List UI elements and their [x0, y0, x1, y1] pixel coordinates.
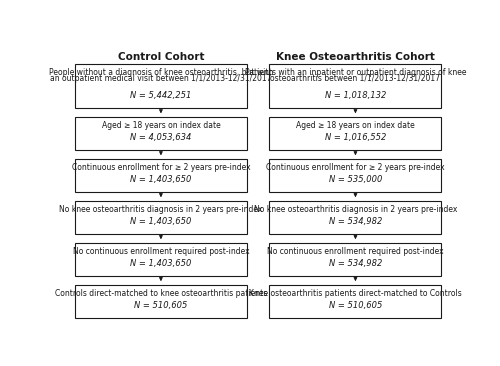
- Bar: [75, 243, 247, 276]
- Text: Controls direct-matched to knee osteoarthritis patients: Controls direct-matched to knee osteoart…: [55, 289, 267, 298]
- Bar: [75, 64, 247, 108]
- Bar: [270, 284, 442, 318]
- Text: N = 1,016,552: N = 1,016,552: [325, 133, 386, 142]
- Text: No continuous enrollment required post-index: No continuous enrollment required post-i…: [72, 247, 249, 256]
- Text: an outpatient medical visit between 1/1/2013-12/31/2017: an outpatient medical visit between 1/1/…: [50, 74, 272, 83]
- Text: Continuous enrollment for ≥ 2 years pre-index: Continuous enrollment for ≥ 2 years pre-…: [72, 163, 250, 172]
- Text: Patients with an inpatient or outpatient diagnosis of knee: Patients with an inpatient or outpatient…: [244, 68, 466, 77]
- Text: People without a diagnosis of knee osteoarthritis, but with: People without a diagnosis of knee osteo…: [48, 68, 273, 77]
- Text: N = 535,000: N = 535,000: [329, 175, 382, 184]
- Bar: [75, 117, 247, 150]
- Text: N = 510,605: N = 510,605: [329, 301, 382, 310]
- Text: Continuous enrollment for ≥ 2 years pre-index: Continuous enrollment for ≥ 2 years pre-…: [266, 163, 445, 172]
- Bar: [270, 201, 442, 234]
- Text: N = 534,982: N = 534,982: [329, 217, 382, 226]
- Text: No knee osteoarthritis diagnosis in 2 years pre-index: No knee osteoarthritis diagnosis in 2 ye…: [59, 205, 262, 214]
- Bar: [75, 158, 247, 192]
- Text: N = 534,982: N = 534,982: [329, 259, 382, 268]
- Text: N = 1,018,132: N = 1,018,132: [325, 91, 386, 100]
- Text: N = 4,053,634: N = 4,053,634: [130, 133, 192, 142]
- Text: N = 510,605: N = 510,605: [134, 301, 188, 310]
- Text: N = 1,403,650: N = 1,403,650: [130, 217, 192, 226]
- Bar: [270, 158, 442, 192]
- Bar: [270, 243, 442, 276]
- Bar: [75, 284, 247, 318]
- Text: Control Cohort: Control Cohort: [118, 52, 204, 61]
- Text: Knee Osteoarthritis Cohort: Knee Osteoarthritis Cohort: [276, 52, 435, 61]
- Text: Aged ≥ 18 years on index date: Aged ≥ 18 years on index date: [296, 121, 415, 130]
- Text: Aged ≥ 18 years on index date: Aged ≥ 18 years on index date: [102, 121, 220, 130]
- Text: No continuous enrollment required post-index: No continuous enrollment required post-i…: [267, 247, 444, 256]
- Bar: [75, 201, 247, 234]
- Text: N = 1,403,650: N = 1,403,650: [130, 175, 192, 184]
- Bar: [270, 117, 442, 150]
- Text: No knee osteoarthritis diagnosis in 2 years pre-index: No knee osteoarthritis diagnosis in 2 ye…: [254, 205, 457, 214]
- Bar: [270, 64, 442, 108]
- Text: N = 1,403,650: N = 1,403,650: [130, 259, 192, 268]
- Text: osteoarthritis between 1/1/2013-12/31/2017: osteoarthritis between 1/1/2013-12/31/20…: [270, 74, 440, 83]
- Text: N = 5,442,251: N = 5,442,251: [130, 91, 192, 100]
- Text: Knee osteoarthritis patients direct-matched to Controls: Knee osteoarthritis patients direct-matc…: [249, 289, 462, 298]
